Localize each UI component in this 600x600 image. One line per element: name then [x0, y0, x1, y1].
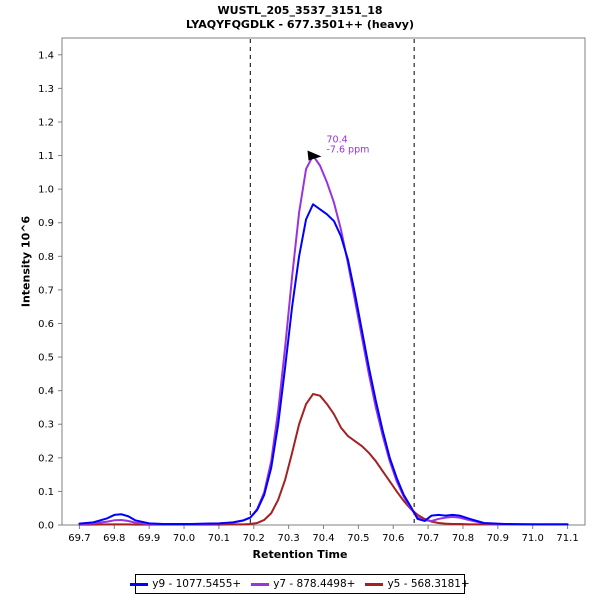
legend-color-swatch: [251, 582, 270, 586]
y-tick-label: 1.0: [38, 185, 54, 196]
x-tick-label: 69.9: [138, 533, 160, 544]
annotation-retention-time: 70.4: [327, 135, 348, 146]
x-tick-label: 70.2: [243, 533, 265, 544]
legend: y9 - 1077.5455+ y7 - 878.4498+ y5 - 568.…: [130, 574, 470, 594]
x-tick-label: 70.6: [382, 533, 404, 544]
series-line: [78, 203, 569, 526]
y-tick-label: 1.1: [38, 151, 54, 162]
y-tick-label: 0.3: [38, 420, 54, 431]
legend-item[interactable]: y5 - 568.3181+: [365, 578, 470, 590]
y-tick-label: 0.9: [38, 218, 54, 229]
y-tick-label: 0.8: [38, 252, 54, 263]
y-axis-label: Intensity 10^6: [19, 215, 33, 308]
series-lines: [78, 154, 569, 526]
legend-color-swatch: [130, 582, 149, 586]
y-tick-label: 1.3: [38, 84, 54, 95]
title-line-secondary: LYAQYFQGDLK - 677.3501++ (heavy): [186, 18, 414, 31]
x-axis-label: Retention Time: [252, 548, 348, 561]
legend-item[interactable]: y9 - 1077.5455+: [130, 578, 241, 590]
legend-item-label: y7 - 878.4498+: [273, 578, 356, 590]
x-tick-label: 71.0: [522, 533, 544, 544]
y-tick-label: 1.4: [38, 50, 54, 61]
legend-item[interactable]: y7 - 878.4498+: [251, 578, 355, 590]
peak-annotation: 70.4 -7.6 ppm: [307, 135, 370, 161]
y-tick-label: 0.1: [38, 487, 54, 498]
x-tick-label: 69.8: [103, 533, 125, 544]
chart-title: WUSTL_205_3537_3151_18 LYAQYFQGDLK - 677…: [0, 4, 600, 32]
x-tick-label: 70.4: [312, 533, 334, 544]
integration-boundary-lines: [249, 39, 415, 525]
y-tick-label: 0.4: [38, 386, 54, 397]
x-axis-ticks: 69.7 69.8 69.9 70.0 70.1 70.2 70.3 70.4 70.5 70.6…: [68, 525, 579, 544]
x-tick-label: 70.5: [347, 533, 369, 544]
x-tick-label: 70.7: [417, 533, 439, 544]
arrow-left-icon: [307, 150, 322, 161]
y-tick-label: 0.7: [38, 285, 54, 296]
x-tick-label: 70.9: [487, 533, 509, 544]
y-tick-label: 0.0: [38, 521, 54, 532]
annotation-mass-error: -7.6 ppm: [327, 145, 370, 156]
x-tick-label: 70.3: [278, 533, 300, 544]
title-line-primary: WUSTL_205_3537_3151_18: [217, 4, 383, 17]
x-tick-label: 70.1: [208, 533, 230, 544]
y-axis-ticks: 0.0 0.1 0.2 0.3 0.4 0.5 0.6 0.7 0.8 0.9 1.0 1.1 1.2 1…: [38, 50, 62, 532]
x-tick-label: 70.8: [452, 533, 474, 544]
plot-frame: [61, 37, 586, 526]
x-tick-label: 69.7: [68, 533, 90, 544]
y-tick-label: 0.6: [38, 319, 54, 330]
legend-item-label: y9 - 1077.5455+: [152, 578, 242, 590]
y-tick-label: 1.2: [38, 117, 54, 128]
x-tick-label: 71.1: [556, 533, 578, 544]
x-tick-label: 70.0: [173, 533, 195, 544]
y-tick-label: 0.5: [38, 353, 54, 364]
legend-color-swatch: [365, 582, 384, 586]
y-tick-label: 0.2: [38, 453, 54, 464]
legend-item-label: y5 - 568.3181+: [387, 578, 470, 590]
